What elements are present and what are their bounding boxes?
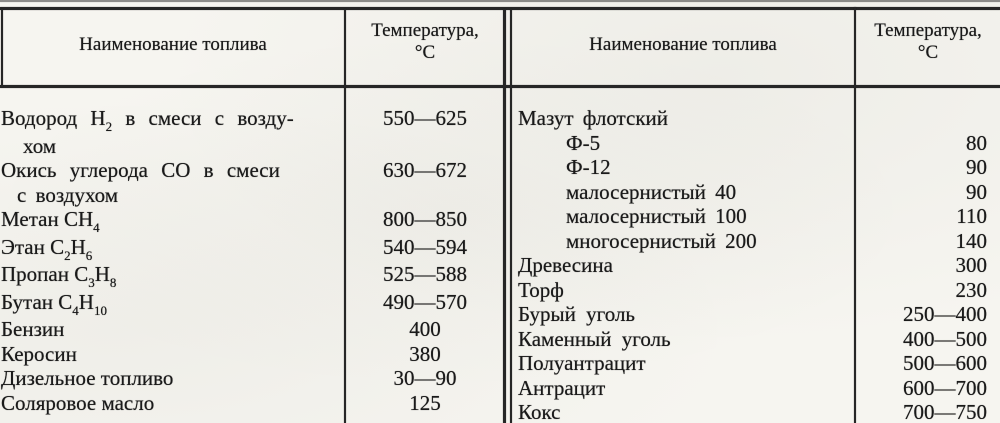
temperature-cell: 630—672 <box>383 158 467 182</box>
fuel-name-cell: Окись углерода CO в смеси с воздухом <box>1 158 280 207</box>
table-row: Дизельное топливо 30—90 <box>0 366 505 391</box>
table-row: Полуантрацит 500—600 <box>505 351 1000 376</box>
table-row: Метан CH4 800—850 <box>0 207 505 235</box>
temperature-cell: 800—850 <box>383 207 467 231</box>
temperature-cell: 400 <box>409 317 441 341</box>
table-row: Древесина 300 <box>505 253 1000 278</box>
fuel-name-cell: Бутан C4H10 <box>1 289 107 318</box>
header-separator-line <box>0 85 1000 88</box>
table-row: Окись углерода CO в смеси с воздухом 630—6… <box>0 158 505 207</box>
temperature-cell: 490—570 <box>383 289 467 314</box>
fuel-name-cell: Керосин <box>1 341 77 366</box>
center-double-divider-line-1 <box>503 9 506 423</box>
table-row: Водород H2 в смеси с возду-хом 550—625 <box>0 106 505 158</box>
table-row: малосернистый 100 110 <box>505 204 1000 229</box>
table-row: многосернистый 200 140 <box>505 229 1000 254</box>
temperature-cell: 700—750 <box>903 400 987 423</box>
fuel-name-cell: Мазут флотский <box>518 106 668 130</box>
fuel-name-cell: Полуантрацит <box>518 351 646 375</box>
table-row: Этан C2H6 540—594 <box>0 235 505 263</box>
table-row: Бензин 400 <box>0 317 505 342</box>
fuel-name-cell: Торф <box>518 277 564 302</box>
left-temperature-header: Температура, °С <box>346 20 504 64</box>
fuel-name-cell: малосернистый 100 <box>566 204 747 228</box>
temperature-cell: 600—700 <box>903 375 987 400</box>
table-row: Пропан C3H8 525—588 <box>0 262 505 290</box>
fuel-name-cell: Пропан C3H8 <box>1 262 117 290</box>
temperature-cell: 400—500 <box>903 326 987 351</box>
right-table-body: Мазут флотский Ф-5 80 Ф-12 90 малосернистый 4… <box>505 106 1000 423</box>
table-row: Мазут флотский <box>505 106 1000 131</box>
fuel-name-cell: Бурый уголь <box>518 302 636 326</box>
fuel-name-cell: Этан C2H6 <box>1 234 93 263</box>
fuel-name-cell: многосернистый 200 <box>566 228 757 253</box>
temperature-cell: 250—400 <box>903 302 987 326</box>
right-temperature-header: Температура, °С <box>856 20 1000 64</box>
fuel-name-cell: Водород H2 в смеси с возду-хом <box>1 106 294 158</box>
right-temperature-header-line1: Температура, <box>874 20 982 41</box>
table-row: Соляровое масло 125 <box>0 391 505 416</box>
left-fuel-name-header: Наименование топлива <box>79 34 267 55</box>
temperature-cell: 230 <box>955 277 988 302</box>
temperature-cell: 540—594 <box>383 234 467 259</box>
temperature-cell: 80 <box>966 130 987 155</box>
temperature-cell: 125 <box>409 390 441 415</box>
fuel-name-cell: Древесина <box>518 253 613 277</box>
table-top-border-line <box>0 7 1000 10</box>
table-row: Антрацит 600—700 <box>505 376 1000 401</box>
fuel-name-cell: Метан CH4 <box>1 207 100 235</box>
fuel-name-cell: Дизельное топливо <box>1 366 174 390</box>
table-row: Бутан C4H10 490—570 <box>0 290 505 318</box>
left-temperature-header-line1: Температура, <box>371 20 479 41</box>
fuel-name-cell: Соляровое масло <box>1 390 155 415</box>
left-temperature-header-line2: °С <box>414 42 436 63</box>
table-row: Бурый уголь 250—400 <box>505 302 1000 327</box>
center-double-divider-line-2 <box>509 9 512 423</box>
temperature-cell: 550—625 <box>383 106 467 130</box>
temperature-cell: 110 <box>956 204 987 228</box>
fuel-name-cell: малосернистый 40 <box>566 179 737 204</box>
fuel-name-cell: Антрацит <box>518 375 606 400</box>
fuel-name-cell: Каменный уголь <box>518 326 671 351</box>
temperature-cell: 30—90 <box>393 366 457 390</box>
temperature-cell: 380 <box>409 341 441 366</box>
temperature-cell: 90 <box>966 155 987 179</box>
temperature-cell: 500—600 <box>903 351 987 375</box>
table-row: малосернистый 40 90 <box>505 180 1000 205</box>
left-table-body: Водород H2 в смеси с возду-хом 550—625 Оки… <box>0 106 505 415</box>
left-temp-divider-line <box>344 9 346 423</box>
table-row: Керосин 380 <box>0 342 505 367</box>
temperature-cell: 140 <box>955 228 988 253</box>
fuel-name-cell: Ф-12 <box>566 155 611 179</box>
page-top-edge-line <box>0 0 1000 2</box>
table-row: Торф 230 <box>505 278 1000 303</box>
right-temp-divider-line <box>854 7 856 423</box>
right-fuel-name-header: Наименование топлива <box>589 34 777 55</box>
table-row: Ф-12 90 <box>505 155 1000 180</box>
fuel-name-cell: Ф-5 <box>566 130 601 155</box>
fuel-name-cell: Кокс <box>518 400 561 423</box>
temperature-cell: 300 <box>955 253 988 277</box>
fuel-name-cell: Бензин <box>1 317 65 341</box>
temperature-cell: 525—588 <box>383 262 467 286</box>
right-temperature-header-line2: °С <box>917 42 939 63</box>
left-edge-border-line <box>1 9 3 87</box>
temperature-cell: 90 <box>966 179 987 204</box>
table-row: Кокс 700—750 <box>505 400 1000 423</box>
table-row: Ф-5 80 <box>505 131 1000 156</box>
table-row: Каменный уголь 400—500 <box>505 327 1000 352</box>
